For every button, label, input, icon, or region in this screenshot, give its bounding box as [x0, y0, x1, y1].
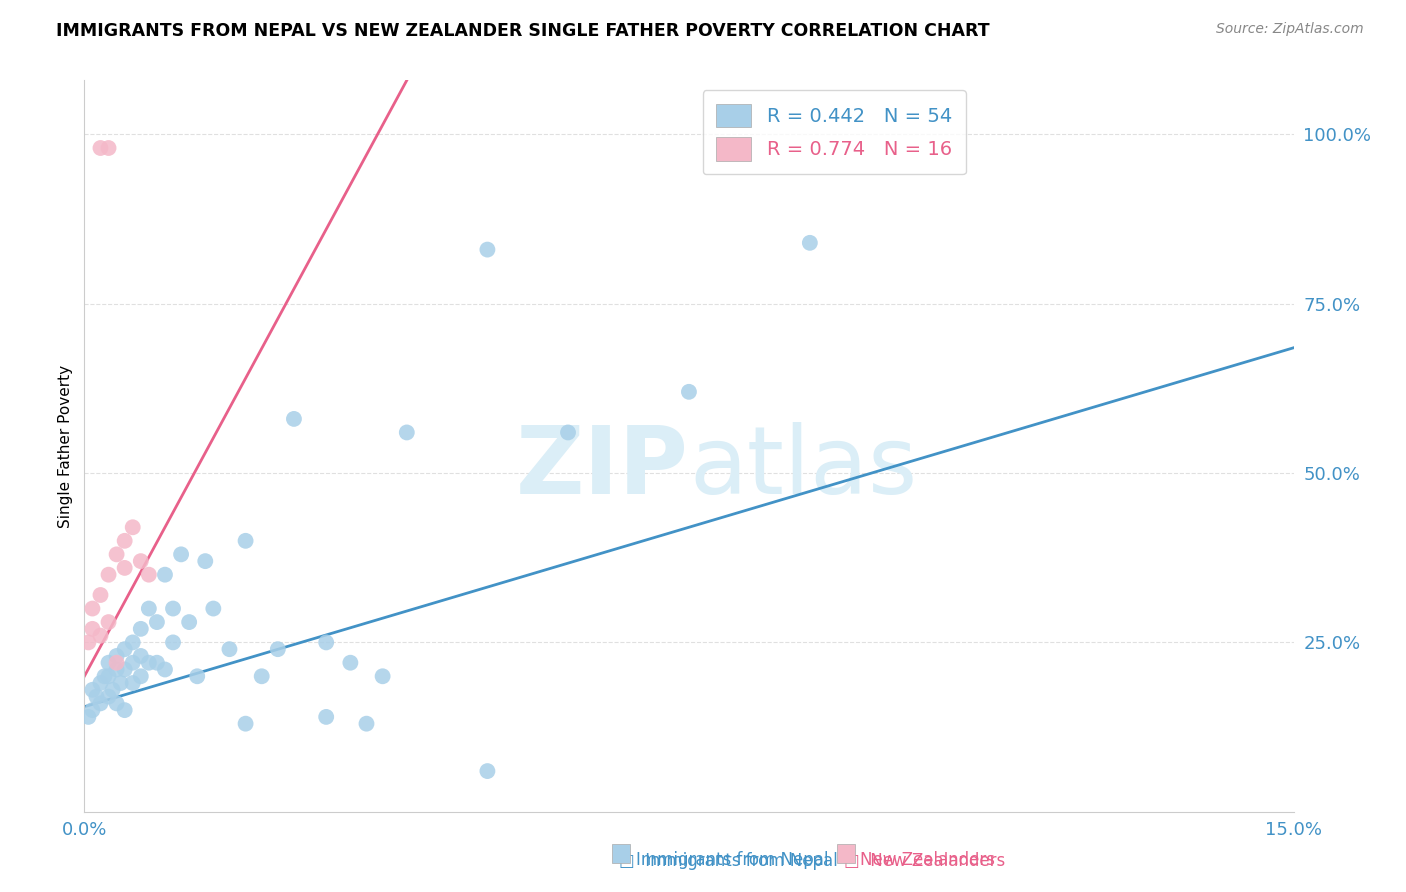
Point: [477, 764, 499, 778]
Point: [89, 141, 111, 155]
Point: [235, 716, 257, 731]
Text: New Zealanders: New Zealanders: [860, 851, 995, 869]
Point: [77, 710, 100, 724]
Point: [146, 615, 169, 629]
Point: [97, 690, 120, 704]
Point: [146, 656, 169, 670]
Point: [315, 710, 337, 724]
Point: [89, 588, 111, 602]
Point: [89, 676, 111, 690]
Point: [267, 642, 290, 657]
Point: [202, 601, 225, 615]
Point: [250, 669, 273, 683]
Point: [179, 615, 201, 629]
Point: [121, 520, 143, 534]
Point: [101, 682, 124, 697]
Text: ZIP: ZIP: [516, 422, 689, 514]
Point: [121, 676, 143, 690]
Text: atlas: atlas: [689, 422, 917, 514]
Point: [371, 669, 394, 683]
Point: [138, 567, 160, 582]
Point: [170, 547, 193, 561]
Point: [105, 697, 128, 711]
Text: IMMIGRANTS FROM NEPAL VS NEW ZEALANDER SINGLE FATHER POVERTY CORRELATION CHART: IMMIGRANTS FROM NEPAL VS NEW ZEALANDER S…: [56, 22, 990, 40]
Point: [77, 635, 100, 649]
Point: [93, 669, 115, 683]
Text: □  Immigrants from Nepal: □ Immigrants from Nepal: [619, 852, 838, 870]
Point: [121, 656, 143, 670]
Point: [105, 547, 128, 561]
Point: [356, 716, 378, 731]
Text: Immigrants from Nepal: Immigrants from Nepal: [636, 851, 828, 869]
Point: [194, 554, 217, 568]
Point: [129, 622, 152, 636]
Point: [105, 656, 128, 670]
Point: [315, 635, 337, 649]
Point: [235, 533, 257, 548]
Point: [153, 567, 176, 582]
Point: [339, 656, 361, 670]
Point: [153, 663, 176, 677]
Y-axis label: Single Father Poverty: Single Father Poverty: [58, 365, 73, 527]
Point: [129, 648, 152, 663]
Point: [162, 601, 184, 615]
Point: [283, 412, 305, 426]
Point: [121, 635, 143, 649]
Point: [105, 663, 128, 677]
Text: □  New Zealanders: □ New Zealanders: [844, 852, 1005, 870]
Legend: R = 0.442   N = 54, R = 0.774   N = 16: R = 0.442 N = 54, R = 0.774 N = 16: [703, 90, 966, 175]
Point: [110, 676, 132, 690]
Point: [97, 615, 120, 629]
Point: [105, 648, 128, 663]
Point: [114, 561, 136, 575]
Point: [186, 669, 208, 683]
Point: [97, 141, 120, 155]
Point: [97, 669, 120, 683]
Point: [82, 622, 104, 636]
Point: [678, 384, 700, 399]
Point: [799, 235, 821, 250]
Point: [89, 629, 111, 643]
Point: [395, 425, 418, 440]
FancyBboxPatch shape: [612, 844, 630, 863]
Point: [86, 690, 108, 704]
Point: [477, 243, 499, 257]
Point: [557, 425, 579, 440]
Point: [97, 567, 120, 582]
Point: [129, 554, 152, 568]
Point: [162, 635, 184, 649]
Point: [138, 656, 160, 670]
Point: [89, 697, 111, 711]
Point: [218, 642, 240, 657]
Point: [114, 663, 136, 677]
Point: [82, 703, 104, 717]
Point: [129, 669, 152, 683]
Point: [114, 533, 136, 548]
Point: [114, 642, 136, 657]
FancyBboxPatch shape: [837, 844, 855, 863]
Point: [138, 601, 160, 615]
Text: Source: ZipAtlas.com: Source: ZipAtlas.com: [1216, 22, 1364, 37]
Point: [82, 601, 104, 615]
Point: [82, 682, 104, 697]
Point: [114, 703, 136, 717]
Point: [97, 656, 120, 670]
